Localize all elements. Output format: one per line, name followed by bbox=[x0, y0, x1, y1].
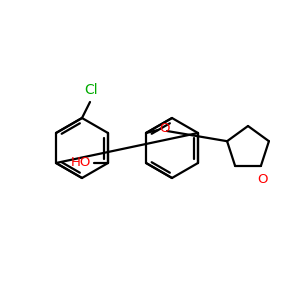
Text: Cl: Cl bbox=[84, 83, 98, 97]
Text: O: O bbox=[159, 122, 169, 136]
Text: O: O bbox=[258, 173, 268, 186]
Text: HO: HO bbox=[70, 157, 91, 169]
